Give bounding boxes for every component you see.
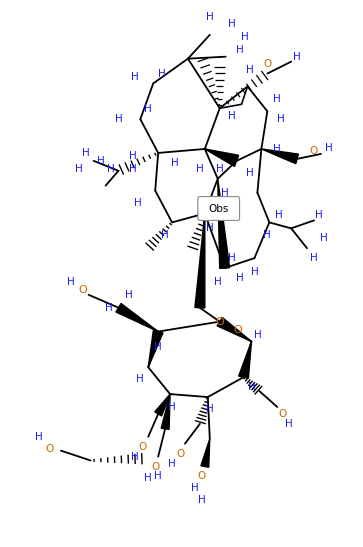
Text: O: O <box>176 449 184 458</box>
Text: H: H <box>131 452 139 462</box>
Text: O: O <box>310 146 318 156</box>
Text: H: H <box>310 253 318 263</box>
Text: H: H <box>130 164 137 174</box>
Text: H: H <box>67 277 75 287</box>
Text: H: H <box>206 404 214 414</box>
Polygon shape <box>218 179 230 269</box>
Text: H: H <box>293 51 301 62</box>
Text: H: H <box>315 211 323 220</box>
Text: H: H <box>168 458 176 469</box>
Text: H: H <box>285 419 293 429</box>
Text: H: H <box>206 223 214 234</box>
Text: H: H <box>236 273 244 283</box>
Text: H: H <box>273 144 281 154</box>
Text: H: H <box>75 164 83 174</box>
Text: H: H <box>171 158 179 168</box>
Text: O: O <box>278 409 286 419</box>
Text: H: H <box>136 374 144 384</box>
Text: H: H <box>144 104 152 114</box>
Text: H: H <box>325 143 333 153</box>
Text: H: H <box>320 233 328 243</box>
Polygon shape <box>161 394 170 429</box>
Text: H: H <box>131 72 139 82</box>
Text: H: H <box>144 473 152 484</box>
Text: H: H <box>125 290 132 300</box>
Polygon shape <box>116 304 158 331</box>
Text: H: H <box>221 188 229 197</box>
Text: H: H <box>228 19 236 29</box>
Text: H: H <box>115 114 122 124</box>
Text: H: H <box>154 342 162 352</box>
Text: H: H <box>248 382 255 392</box>
FancyBboxPatch shape <box>198 196 240 220</box>
Text: H: H <box>277 114 285 124</box>
Text: O: O <box>151 462 159 472</box>
Text: H: H <box>206 12 214 22</box>
Text: H: H <box>216 164 224 174</box>
Text: H: H <box>82 148 90 158</box>
Text: H: H <box>107 164 114 174</box>
Text: H: H <box>276 211 283 220</box>
Text: H: H <box>253 329 261 340</box>
Text: H: H <box>273 94 281 104</box>
Text: O: O <box>45 444 53 453</box>
Text: H: H <box>134 197 142 207</box>
Polygon shape <box>261 149 298 164</box>
Text: H: H <box>105 302 113 313</box>
Text: Obs: Obs <box>208 205 229 214</box>
Polygon shape <box>201 439 210 467</box>
Text: H: H <box>158 68 166 79</box>
Text: O: O <box>138 441 146 452</box>
Text: H: H <box>198 495 206 505</box>
Text: H: H <box>35 432 43 442</box>
Text: H: H <box>97 156 105 166</box>
Text: O: O <box>263 59 272 68</box>
Text: O: O <box>78 285 87 295</box>
Text: H: H <box>241 32 248 42</box>
Polygon shape <box>148 330 163 367</box>
Polygon shape <box>205 149 238 166</box>
Polygon shape <box>217 317 252 341</box>
Text: H: H <box>154 472 162 481</box>
Text: H: H <box>130 151 137 161</box>
Text: H: H <box>246 65 253 74</box>
Text: H: H <box>191 484 199 493</box>
Text: H: H <box>228 111 236 121</box>
Text: O: O <box>233 324 242 335</box>
Text: H: H <box>236 45 244 55</box>
Text: H: H <box>168 402 176 412</box>
Polygon shape <box>239 341 252 379</box>
Text: H: H <box>246 168 253 178</box>
Text: H: H <box>228 253 236 263</box>
Polygon shape <box>195 213 205 308</box>
Text: H: H <box>161 230 169 240</box>
Text: H: H <box>250 267 258 277</box>
Text: O: O <box>198 472 206 481</box>
Text: H: H <box>264 230 271 240</box>
Polygon shape <box>155 394 170 416</box>
Text: H: H <box>196 164 204 174</box>
Text: O: O <box>215 317 224 327</box>
Text: H: H <box>214 277 221 287</box>
